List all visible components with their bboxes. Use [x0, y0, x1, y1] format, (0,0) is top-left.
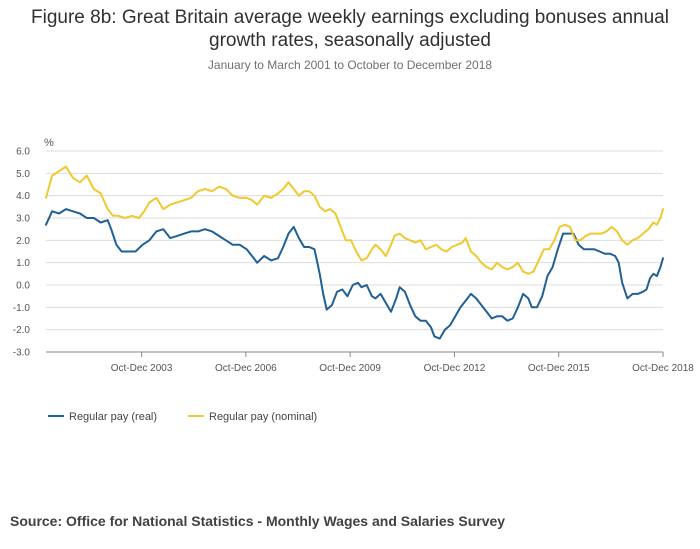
y-tick-label: 5.0 — [16, 169, 30, 180]
x-tick-label: Oct-Dec 2006 — [215, 363, 277, 374]
series-line-nominal — [45, 165, 664, 275]
y-tick-label: 3.0 — [16, 214, 30, 225]
source-note: Source: Office for National Statistics -… — [10, 513, 506, 529]
y-tick-label: -1.0 — [13, 303, 31, 314]
series-line-real — [45, 208, 664, 340]
legend: Regular pay (real) Regular pay (nominal) — [48, 411, 317, 423]
axes: 6.0 5.0 4.0 3.0 2.0 1.0 0.0 -1.0 -2.0 -3.0% Oct-De… — [13, 137, 695, 374]
y-tick-label: 4.0 — [16, 191, 30, 202]
x-tick-label: Oct-Dec 2015 — [528, 363, 590, 374]
y-tick-label: 6.0 — [16, 147, 30, 158]
x-tick-label: Oct-Dec 2018 — [632, 363, 694, 374]
grid-lines — [46, 150, 663, 353]
chart-title: Figure 8b: Great Britain average weekly … — [31, 7, 669, 51]
y-tick-label: 2.0 — [16, 236, 30, 247]
y-tick-label: 0.0 — [16, 281, 30, 292]
legend-label-nominal: Regular pay (nominal) — [209, 411, 317, 423]
y-axis-unit: % — [44, 137, 54, 149]
chart-subtitle: January to March 2001 to October to Dece… — [207, 58, 493, 72]
legend-label-real: Regular pay (real) — [69, 411, 157, 423]
series-lines — [45, 165, 664, 340]
x-tick-label: Oct-Dec 2012 — [424, 363, 486, 374]
y-tick-label: 1.0 — [16, 258, 30, 269]
x-tick-label: Oct-Dec 2003 — [111, 363, 173, 374]
x-tick-label: Oct-Dec 2009 — [319, 363, 381, 374]
y-tick-label: -2.0 — [13, 325, 31, 336]
y-tick-label: -3.0 — [13, 348, 31, 359]
